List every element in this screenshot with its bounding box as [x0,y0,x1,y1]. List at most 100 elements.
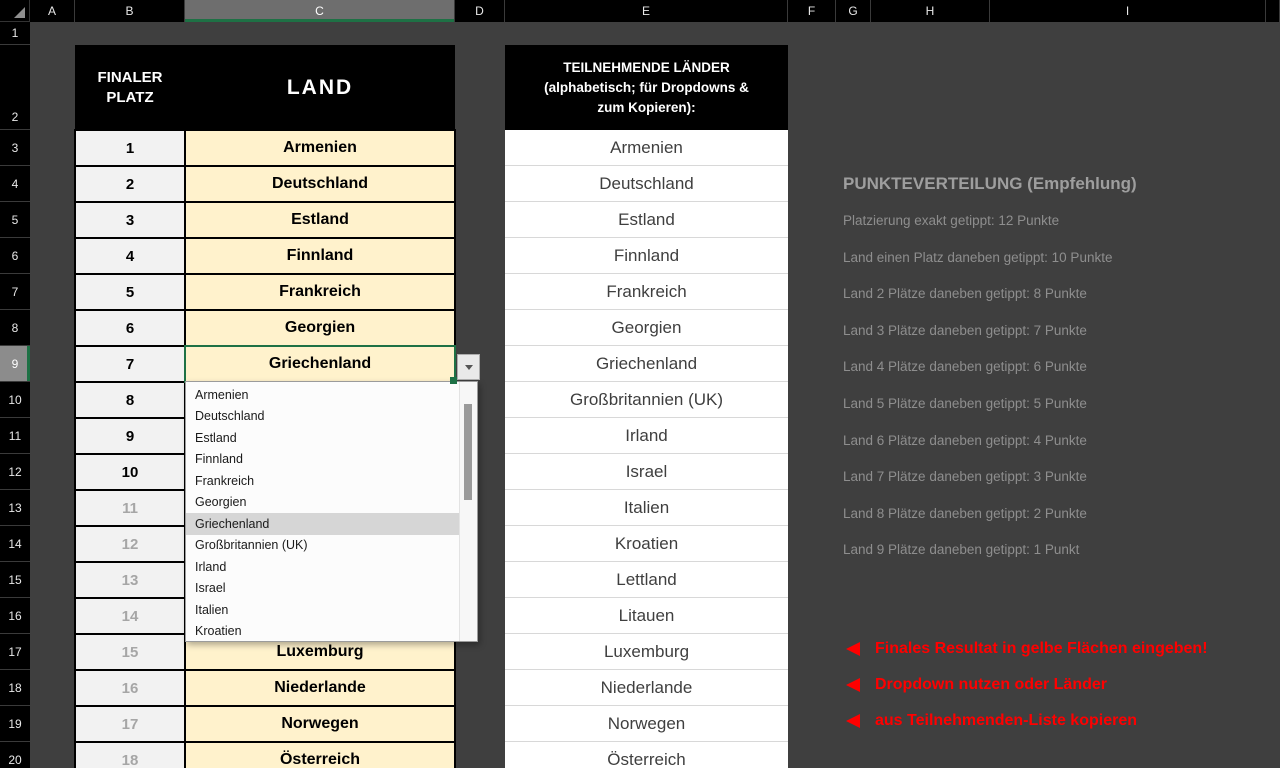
final-country-cell[interactable]: Armenien [183,128,457,168]
final-place-cell[interactable]: 6 [73,308,187,348]
final-country-cell[interactable]: Estland [183,200,457,240]
final-country-cell[interactable]: Niederlande [183,668,457,708]
column-header[interactable]: F [788,0,836,22]
row-header[interactable]: 5 [0,202,30,238]
participant-country-cell[interactable]: Georgien [505,310,788,346]
final-place-cell[interactable]: 8 [73,380,187,420]
scrollbar-thumb[interactable] [464,404,472,500]
participant-country-cell[interactable]: Israel [505,454,788,490]
final-country-cell[interactable]: Frankreich [183,272,457,312]
row-header[interactable]: 9 [0,346,30,382]
participant-country-cell[interactable]: Irland [505,418,788,454]
participant-country-cell[interactable]: Armenien [505,130,788,166]
dropdown-option[interactable]: Frankreich [195,473,255,488]
column-header[interactable]: I [990,0,1266,22]
final-place-cell[interactable]: 15 [73,632,187,672]
row-header[interactable]: 14 [0,526,30,562]
participant-country-cell[interactable]: Italien [505,490,788,526]
participant-country-cell[interactable]: Niederlande [505,670,788,706]
final-place-cell[interactable]: 11 [73,488,187,528]
dropdown-option[interactable]: Deutschland [195,409,265,424]
participant-country-cell[interactable]: Estland [505,202,788,238]
column-header[interactable]: H [871,0,990,22]
final-place-header: FINALER PLATZ [97,69,163,106]
dropdown-option[interactable]: Estland [195,430,237,445]
dropdown-option[interactable]: Griechenland [186,513,459,535]
dropdown-option[interactable]: Armenien [195,387,249,402]
row-header[interactable]: 10 [0,382,30,418]
dropdown-option[interactable]: Italien [195,602,229,617]
column-header[interactable] [1266,0,1280,22]
dropdown-option[interactable]: Georgien [195,495,247,510]
final-place-cell[interactable]: 18 [73,740,187,768]
dropdown-option[interactable]: Großbritannien (UK) [195,538,308,553]
participant-country-cell[interactable]: Österreich [505,742,788,768]
dropdown-button[interactable] [457,354,480,380]
dropdown-option[interactable]: Kroatien [195,624,242,639]
final-country-cell[interactable]: Österreich [183,740,457,768]
column-header[interactable]: G [836,0,871,22]
column-header[interactable]: B [75,0,185,22]
final-place-cell[interactable]: 2 [73,164,187,204]
dropdown-option[interactable]: Finnland [195,452,243,467]
participant-country-cell[interactable]: Großbritannien (UK) [505,382,788,418]
participant-country-cell[interactable]: Luxemburg [505,634,788,670]
final-place-cell[interactable]: 12 [73,524,187,564]
scoring-rule: Land 7 Plätze daneben getippt: 3 Punkte [843,469,1087,485]
row-header[interactable]: 2 [0,45,30,130]
row-header[interactable]: 19 [0,706,30,742]
row-header[interactable]: 17 [0,634,30,670]
final-place-cell[interactable]: 17 [73,704,187,744]
final-place-cell[interactable]: 16 [73,668,187,708]
dropdown-option[interactable]: Israel [195,581,226,596]
final-place-cell[interactable]: 14 [73,596,187,636]
row-header[interactable]: 4 [0,166,30,202]
row-header[interactable]: 13 [0,490,30,526]
dropdown-scrollbar[interactable] [459,382,477,641]
final-country-cell[interactable]: Norwegen [183,704,457,744]
final-place-cell[interactable]: 13 [73,560,187,600]
row-header[interactable]: 11 [0,418,30,454]
row-header[interactable]: 16 [0,598,30,634]
row-header[interactable]: 15 [0,562,30,598]
row-header[interactable]: 1 [0,22,30,45]
row-header[interactable]: 8 [0,310,30,346]
note-item: Dropdown nutzen oder Länder [846,667,1208,703]
participant-country-cell[interactable]: Kroatien [505,526,788,562]
final-country-cell[interactable]: Deutschland [183,164,457,204]
final-place-cell[interactable]: 10 [73,452,187,492]
participant-country-cell[interactable]: Norwegen [505,706,788,742]
fill-handle[interactable] [450,377,457,384]
row-header[interactable]: 7 [0,274,30,310]
final-country-cell[interactable]: Georgien [183,308,457,348]
dropdown-option[interactable]: Irland [195,559,227,574]
column-header[interactable]: A [30,0,75,22]
final-country-cell[interactable]: Finnland [183,236,457,276]
final-table-row: 16 Niederlande [73,668,457,708]
final-place-cell[interactable]: 1 [73,128,187,168]
participant-country-cell[interactable]: Lettland [505,562,788,598]
row-header[interactable]: 18 [0,670,30,706]
row-header[interactable]: 6 [0,238,30,274]
column-header[interactable]: D [455,0,505,22]
row-header[interactable]: 12 [0,454,30,490]
column-header[interactable]: E [505,0,788,22]
column-header[interactable]: C [185,0,455,22]
final-country-cell[interactable]: Griechenland [183,344,457,384]
final-place-cell[interactable]: 5 [73,272,187,312]
row-header[interactable]: 20 [0,742,30,768]
row-header[interactable]: 3 [0,130,30,166]
participant-country-cell[interactable]: Frankreich [505,274,788,310]
final-place-cell[interactable]: 4 [73,236,187,276]
participant-country-cell[interactable]: Griechenland [505,346,788,382]
participant-country-cell[interactable]: Finnland [505,238,788,274]
scoring-list: Platzierung exakt getippt: 12 Punkte Land… [843,213,1273,579]
select-all-button[interactable] [0,0,30,22]
participant-country-cell[interactable]: Deutschland [505,166,788,202]
final-place-cell[interactable]: 3 [73,200,187,240]
final-place-cell[interactable]: 9 [73,416,187,456]
final-place-cell[interactable]: 7 [73,344,187,384]
participant-country-cell[interactable]: Litauen [505,598,788,634]
scoring-rule: Land 4 Plätze daneben getippt: 6 Punkte [843,359,1087,375]
scoring-rule: Land 8 Plätze daneben getippt: 2 Punkte [843,505,1087,521]
